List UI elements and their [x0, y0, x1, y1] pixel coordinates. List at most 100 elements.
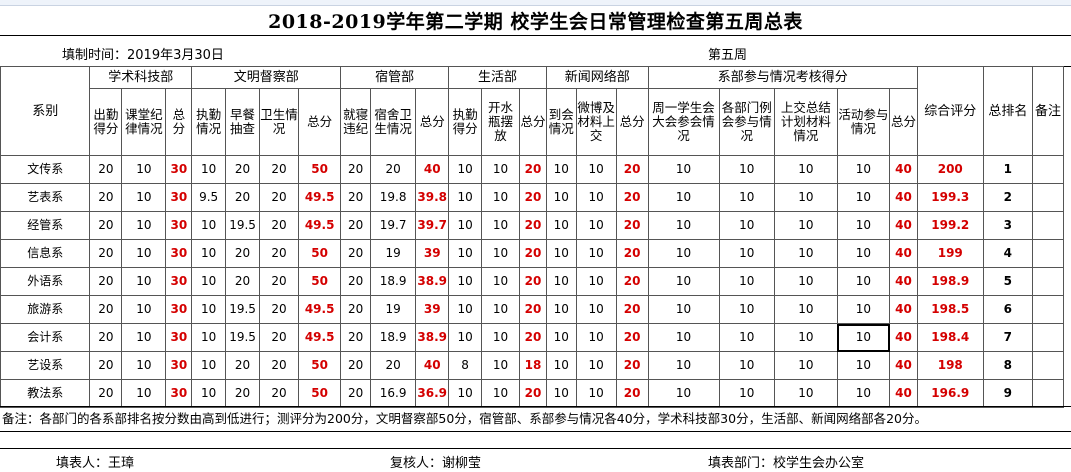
score-cell[interactable]: 10 [774, 323, 838, 352]
score-cell[interactable]: 10 [647, 239, 720, 268]
score-cell[interactable]: 10 [647, 323, 720, 352]
score-cell[interactable]: 38.9 [415, 323, 450, 352]
score-cell[interactable]: 20 [259, 351, 300, 380]
score-cell[interactable]: 20 [89, 267, 123, 296]
score-cell[interactable]: 20 [340, 155, 372, 184]
score-cell[interactable]: 20 [340, 323, 372, 352]
score-cell[interactable]: 39.7 [415, 211, 450, 240]
rank-cell[interactable]: 1 [982, 155, 1033, 184]
score-cell[interactable]: 30 [165, 295, 193, 324]
score-cell[interactable]: 10 [647, 295, 720, 324]
score-cell[interactable]: 20 [615, 323, 649, 352]
score-cell[interactable]: 39 [415, 239, 450, 268]
score-cell[interactable]: 10 [575, 183, 617, 212]
score-cell[interactable]: 49.5 [298, 323, 342, 352]
score-cell[interactable]: 50 [298, 379, 342, 408]
score-cell[interactable]: 10 [774, 183, 838, 212]
score-cell[interactable]: 10 [647, 379, 720, 408]
score-cell[interactable]: 10 [836, 295, 891, 324]
score-cell[interactable]: 20 [225, 183, 261, 212]
score-cell[interactable]: 20 [259, 295, 300, 324]
score-cell[interactable]: 10 [545, 351, 577, 380]
score-cell[interactable]: 20 [225, 379, 261, 408]
score-cell[interactable]: 10 [545, 239, 577, 268]
remark-cell[interactable] [1031, 267, 1065, 296]
score-cell[interactable]: 10 [774, 351, 838, 380]
score-cell[interactable]: 20 [615, 379, 649, 408]
score-cell[interactable]: 20 [340, 211, 372, 240]
dept-name-cell[interactable]: 旅游系 [0, 295, 91, 324]
score-cell[interactable]: 10 [647, 351, 720, 380]
score-cell[interactable]: 36.9 [415, 379, 450, 408]
rank-cell[interactable]: 9 [982, 379, 1033, 408]
score-cell[interactable]: 20 [225, 155, 261, 184]
score-cell[interactable]: 10 [481, 155, 521, 184]
composite-score-cell[interactable]: 199 [916, 239, 984, 268]
score-cell[interactable]: 10 [575, 239, 617, 268]
score-cell[interactable]: 10 [481, 295, 521, 324]
score-cell[interactable]: 10 [836, 379, 891, 408]
score-cell[interactable]: 10 [448, 183, 483, 212]
score-cell[interactable]: 10 [545, 155, 577, 184]
score-cell[interactable]: 20 [340, 295, 372, 324]
score-cell[interactable]: 20 [259, 239, 300, 268]
dept-name-cell[interactable]: 艺表系 [0, 183, 91, 212]
score-cell[interactable]: 40 [889, 155, 918, 184]
score-cell[interactable]: 10 [191, 379, 227, 408]
dept-name-cell[interactable]: 信息系 [0, 239, 91, 268]
score-cell[interactable]: 20 [615, 295, 649, 324]
score-cell[interactable]: 10 [191, 351, 227, 380]
remark-cell[interactable] [1031, 379, 1065, 408]
score-cell[interactable]: 20 [89, 295, 123, 324]
score-cell[interactable]: 20 [519, 379, 547, 408]
score-cell[interactable]: 20 [615, 211, 649, 240]
score-cell[interactable]: 20 [370, 155, 417, 184]
score-cell[interactable]: 40 [889, 351, 918, 380]
rank-cell[interactable]: 5 [982, 267, 1033, 296]
remark-cell[interactable] [1031, 323, 1065, 352]
score-cell[interactable]: 10 [545, 379, 577, 408]
dept-name-cell[interactable]: 教法系 [0, 379, 91, 408]
rank-cell[interactable]: 7 [982, 323, 1033, 352]
score-cell[interactable]: 10 [448, 323, 483, 352]
score-cell[interactable]: 30 [165, 183, 193, 212]
score-cell[interactable]: 10 [774, 211, 838, 240]
score-cell[interactable]: 10 [448, 239, 483, 268]
remark-cell[interactable] [1031, 295, 1065, 324]
score-cell[interactable]: 10 [448, 267, 483, 296]
score-cell[interactable]: 10 [191, 211, 227, 240]
score-cell[interactable]: 10 [774, 155, 838, 184]
score-cell[interactable]: 10 [718, 379, 775, 408]
score-cell[interactable]: 19.7 [370, 211, 417, 240]
score-cell[interactable]: 10 [545, 211, 577, 240]
score-cell[interactable]: 20 [340, 267, 372, 296]
rank-cell[interactable]: 4 [982, 239, 1033, 268]
score-cell[interactable]: 16.9 [370, 379, 417, 408]
score-cell[interactable]: 30 [165, 155, 193, 184]
dept-name-cell[interactable]: 文传系 [0, 155, 91, 184]
score-cell[interactable]: 10 [191, 295, 227, 324]
score-cell[interactable]: 10 [718, 239, 775, 268]
score-cell[interactable]: 20 [259, 323, 300, 352]
score-cell[interactable]: 19 [370, 239, 417, 268]
score-cell[interactable]: 30 [165, 211, 193, 240]
score-cell[interactable]: 19.8 [370, 183, 417, 212]
score-cell[interactable]: 20 [89, 379, 123, 408]
score-cell[interactable]: 20 [519, 323, 547, 352]
score-cell[interactable]: 10 [191, 239, 227, 268]
score-cell[interactable]: 10 [121, 295, 167, 324]
score-cell[interactable]: 10 [121, 351, 167, 380]
score-cell[interactable]: 20 [519, 183, 547, 212]
score-cell[interactable]: 10 [718, 323, 775, 352]
score-cell[interactable]: 20 [370, 351, 417, 380]
score-cell[interactable]: 10 [575, 351, 617, 380]
composite-score-cell[interactable]: 198.4 [916, 323, 984, 352]
score-cell[interactable]: 10 [121, 379, 167, 408]
score-cell[interactable]: 10 [836, 239, 891, 268]
score-cell[interactable]: 20 [340, 183, 372, 212]
score-cell[interactable]: 20 [259, 379, 300, 408]
score-cell[interactable]: 18 [519, 351, 547, 380]
composite-score-cell[interactable]: 199.3 [916, 183, 984, 212]
score-cell[interactable]: 10 [448, 155, 483, 184]
score-cell[interactable]: 20 [225, 239, 261, 268]
